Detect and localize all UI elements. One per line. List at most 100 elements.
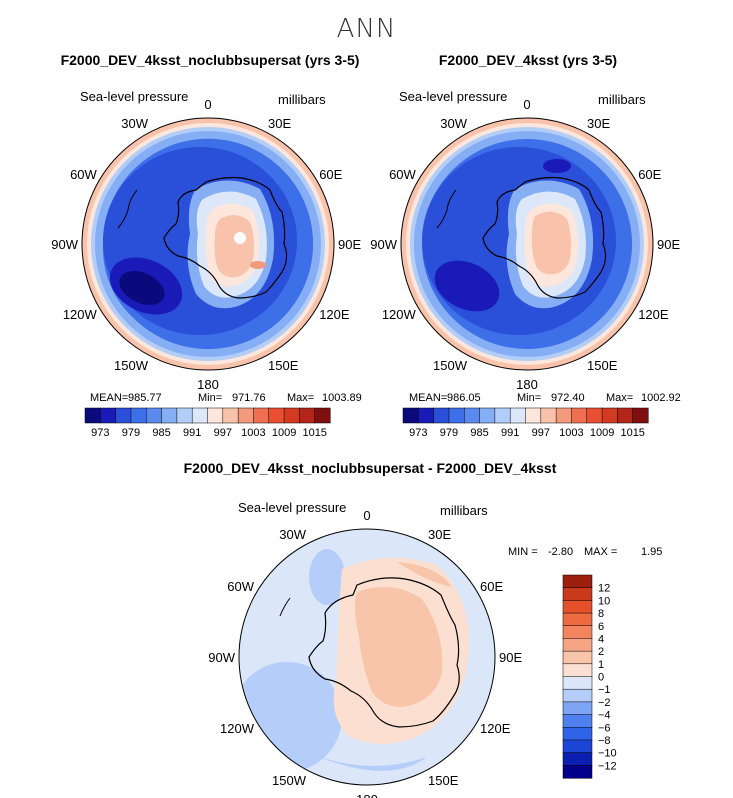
colorbar-tick-label: 1003 [559, 427, 583, 439]
colorbar-swatch [562, 663, 593, 678]
south-america-tip [117, 189, 138, 229]
colorbar-tick-label: 1009 [590, 427, 614, 439]
lon-label-60e: 60E [638, 167, 661, 182]
colorbar-tick-label: −1 [598, 684, 611, 696]
lon-label-0: 0 [363, 508, 370, 523]
colorbar-tick-label: −2 [598, 697, 611, 709]
colorbar-tick-label: 2 [598, 646, 604, 658]
lon-label-150w: 150W [272, 773, 307, 788]
panel-1-min-value: 971.76 [232, 392, 266, 404]
colorbar-swatch [632, 407, 649, 424]
panel-1-map [82, 118, 334, 370]
lon-label-30w: 30W [440, 116, 467, 131]
colorbar-swatch [586, 407, 603, 424]
colorbar-tick-label: 973 [91, 427, 109, 439]
colorbar-swatch [115, 407, 132, 424]
lon-label-30e: 30E [428, 527, 451, 542]
panel-2-min-value: 972.40 [551, 392, 585, 404]
colorbar-swatch [433, 407, 450, 424]
colorbar-swatch [418, 407, 435, 424]
panel-2-mean-value: 986.05 [447, 392, 481, 404]
panel-2-map-border [400, 117, 654, 371]
panel-3-map [239, 529, 495, 785]
colorbar-swatch [161, 407, 178, 424]
slp-antarctic-peak [234, 232, 246, 244]
panel-2-min-label: Min= [517, 392, 541, 404]
lon-label-150e: 150E [428, 773, 459, 788]
slp-low-east [543, 159, 571, 173]
colorbar-tick-label: 997 [532, 427, 550, 439]
lon-label-60e: 60E [319, 167, 342, 182]
colorbar-tick-label: 1015 [620, 427, 644, 439]
colorbar-swatch [562, 587, 593, 601]
diff-pos-east [397, 562, 452, 587]
lon-label-30w: 30W [121, 116, 148, 131]
lon-label-180: 180 [197, 377, 219, 392]
colorbar-swatch [176, 407, 193, 424]
lon-label-120w: 120W [220, 721, 255, 736]
colorbar-tick-label: 1 [598, 659, 604, 671]
lon-label-120e: 120E [480, 721, 511, 736]
colorbar-swatch [268, 407, 285, 424]
panel-1-max-value: 1003.89 [322, 392, 362, 404]
lon-label-30e: 30E [587, 116, 610, 131]
lon-label-180: 180 [356, 792, 378, 798]
lon-label-120w: 120W [63, 307, 98, 322]
colorbar-swatch [494, 407, 511, 424]
panel-3-min-value: -2.80 [548, 546, 573, 558]
colorbar-tick-label: 973 [409, 427, 427, 439]
lon-label-150w: 150W [433, 358, 468, 373]
panel-1-max-label: Max= [287, 392, 314, 404]
panel-2-mean-label: MEAN= [409, 392, 447, 404]
lon-label-90w: 90W [370, 237, 397, 252]
antarctica-coastline [482, 176, 607, 299]
colorbar-swatch [562, 701, 593, 716]
colorbar-tick-label: 12 [598, 583, 610, 595]
colorbar-tick-label: 1015 [302, 427, 326, 439]
colorbar-swatch [448, 407, 465, 424]
panel-1-variable: Sea-level pressure [80, 89, 188, 104]
colorbar-swatch [525, 407, 542, 424]
lon-label-90e: 90E [338, 237, 361, 252]
colorbar-swatch [562, 727, 593, 741]
panel-2-max-label: Max= [606, 392, 633, 404]
lon-label-120e: 120E [319, 307, 350, 322]
colorbar-tick-label: 979 [440, 427, 458, 439]
colorbar-swatch [146, 407, 163, 424]
panel-1-mean-label: MEAN= [90, 392, 128, 404]
panel-1-colorbar: 973 979 985 991 997 1003 1009 1015 [84, 407, 331, 439]
colorbar-swatch [562, 574, 593, 589]
slp-low-core [119, 271, 165, 305]
lon-label-150w: 150W [114, 358, 149, 373]
lon-label-30e: 30E [268, 116, 291, 131]
panel-1-title: F2000_DEV_4ksst_noclubbsupersat (yrs 3-5… [60, 52, 360, 68]
panel-1-min-label: Min= [198, 392, 222, 404]
colorbar-tick-label: 985 [152, 427, 170, 439]
figure-title: ANN [336, 14, 397, 44]
slp-antarctic-3 [531, 211, 571, 275]
colorbar-swatch [402, 407, 419, 424]
panel-2-map [401, 118, 653, 370]
colorbar-swatch [222, 407, 239, 424]
colorbar-swatch [562, 688, 593, 703]
lon-label-60w: 60W [227, 579, 254, 594]
lon-label-180: 180 [516, 377, 538, 392]
colorbar-swatch [562, 625, 593, 639]
lon-label-90e: 90E [499, 650, 522, 665]
colorbar-swatch [84, 407, 101, 424]
colorbar-swatch [562, 739, 593, 754]
colorbar-swatch [314, 407, 331, 424]
panel-3-units: millibars [440, 503, 488, 518]
colorbar-tick-label: 8 [598, 608, 604, 620]
antarctica-coastline [163, 176, 288, 299]
colorbar-swatch [540, 407, 557, 424]
colorbar-swatch [562, 638, 593, 652]
lon-label-0: 0 [204, 97, 211, 112]
panel-3-map-border [238, 528, 496, 786]
colorbar-swatch [562, 752, 593, 766]
south-america-tip [436, 189, 457, 229]
colorbar-swatch [562, 714, 593, 728]
colorbar-tick-label: 10 [598, 595, 610, 607]
colorbar-swatch [207, 407, 224, 424]
